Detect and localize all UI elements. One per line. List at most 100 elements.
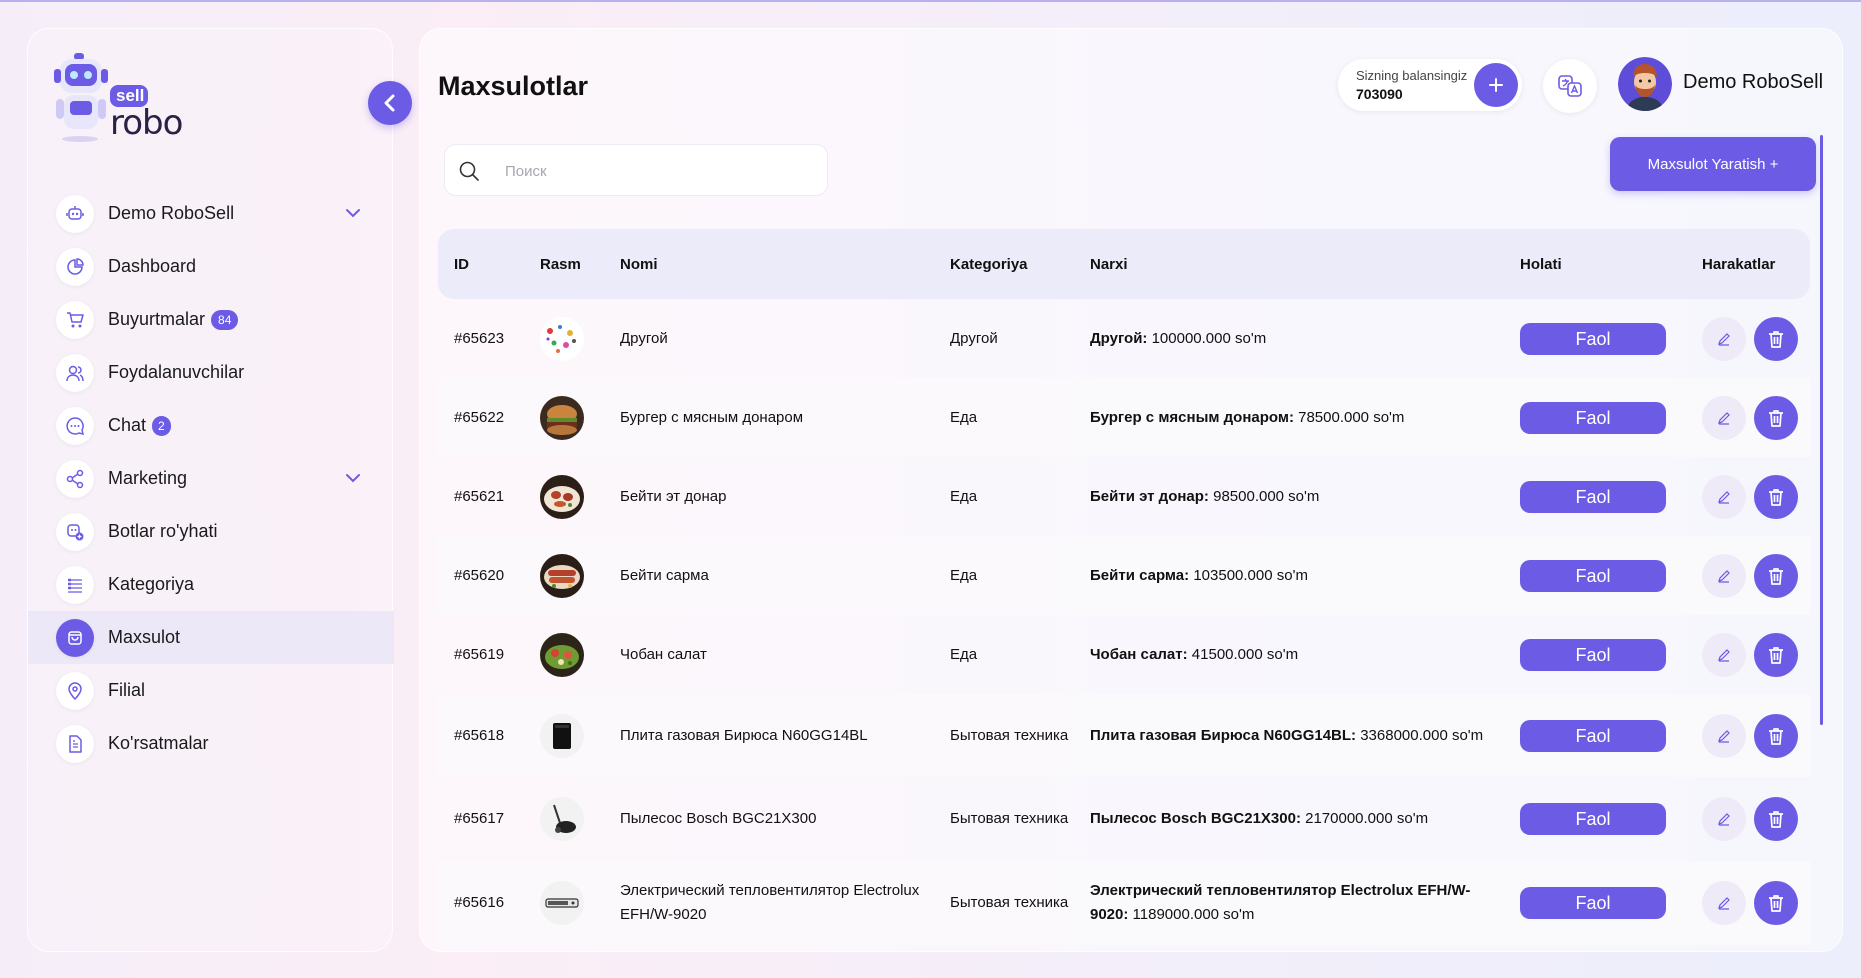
sidebar-item-korsatmalar[interactable]: Ko'rsatmalar xyxy=(28,717,394,770)
status-badge[interactable]: Faol xyxy=(1520,559,1666,592)
row-actions xyxy=(1702,553,1810,598)
product-image[interactable] xyxy=(540,881,584,925)
delete-button[interactable] xyxy=(1754,474,1798,519)
product-image[interactable] xyxy=(540,395,584,440)
table-row[interactable]: #65620 Бейти сарма Еда Бейти сарма: 1035… xyxy=(438,536,1810,615)
product-category: Бытовая техника xyxy=(934,694,1074,777)
column-header-price[interactable]: Narxi xyxy=(1074,229,1504,299)
column-header-name[interactable]: Nomi xyxy=(604,229,934,299)
product-category: Бытовая техника xyxy=(934,861,1074,945)
table-row[interactable]: #65619 Чобан салат Еда Чобан салат: 4150… xyxy=(438,615,1810,694)
product-price: Бургер с мясным донаром: 78500.000 so'm xyxy=(1074,378,1504,457)
table-row[interactable]: #65616 Электрический тепловентилятор Ele… xyxy=(438,861,1810,945)
product-category: Еда xyxy=(934,536,1074,615)
status-badge[interactable]: Faol xyxy=(1520,803,1666,835)
product-name: Другой xyxy=(620,329,668,347)
delete-button[interactable] xyxy=(1754,881,1798,925)
chevron-down-icon[interactable] xyxy=(344,469,362,487)
sidebar-item-demo-robosell[interactable]: Demo RoboSell xyxy=(28,187,394,240)
column-header-category[interactable]: Kategoriya xyxy=(934,229,1074,299)
collapse-sidebar-button[interactable] xyxy=(368,81,412,125)
price-product-name: Плита газовая Бирюса N60GG14BL: xyxy=(1090,726,1357,744)
status-badge[interactable]: Faol xyxy=(1520,719,1666,752)
pencil-icon xyxy=(1718,813,1730,826)
delete-button[interactable] xyxy=(1754,632,1798,677)
delete-button[interactable] xyxy=(1754,395,1798,440)
scrollbar[interactable] xyxy=(1820,135,1823,725)
share-icon xyxy=(56,459,94,498)
sidebar-item-kategoriya[interactable]: Kategoriya xyxy=(28,558,394,611)
language-button[interactable] xyxy=(1543,59,1597,113)
sidebar-item-foydalanuvchilar[interactable]: Foydalanuvchilar xyxy=(28,346,394,399)
edit-button[interactable] xyxy=(1702,713,1746,758)
balance-card: Sizning balansingiz 703090 xyxy=(1338,59,1522,111)
status-badge[interactable]: Faol xyxy=(1520,401,1666,434)
edit-button[interactable] xyxy=(1702,474,1746,519)
delete-button[interactable] xyxy=(1754,316,1798,361)
table-row[interactable]: #65623 Другой Другой Другой: 100000.000 … xyxy=(438,299,1810,378)
status-badge[interactable]: Faol xyxy=(1520,322,1666,355)
delete-button[interactable] xyxy=(1754,713,1798,758)
sidebar-item-maxsulot[interactable]: Maxsulot xyxy=(28,611,394,664)
product-price: Чобан салат: 41500.000 so'm xyxy=(1074,615,1504,694)
table-row[interactable]: #65622 Бургер с мясным донаром Еда Бурге… xyxy=(438,378,1810,457)
product-price: Другой: 100000.000 so'm xyxy=(1074,299,1504,378)
sidebar-item-label: Maxsulot xyxy=(108,627,181,647)
user-name[interactable]: Demo RoboSell xyxy=(1683,71,1824,93)
status-badge[interactable]: Faol xyxy=(1520,480,1666,513)
delete-button[interactable] xyxy=(1754,553,1798,598)
sidebar-item-buyurtmalar[interactable]: Buyurtmalar 84 xyxy=(28,293,394,346)
edit-button[interactable] xyxy=(1702,632,1746,677)
status-badge[interactable]: Faol xyxy=(1520,887,1666,919)
product-image[interactable] xyxy=(540,797,584,841)
column-header-actions[interactable]: Harakatlar xyxy=(1686,229,1810,299)
sidebar-item-chat[interactable]: Chat 2 xyxy=(28,399,394,452)
product-name: Пылесос Bosch BGC21X300 xyxy=(620,810,817,827)
main-panel: Maxsulotlar Sizning balansingiz 703090 D… xyxy=(419,28,1843,952)
product-id: #65619 xyxy=(454,645,505,663)
chevron-down-icon[interactable] xyxy=(344,204,362,222)
chat-icon xyxy=(56,406,94,445)
product-image[interactable] xyxy=(540,713,584,758)
product-image[interactable] xyxy=(540,632,584,677)
column-header-id[interactable]: ID xyxy=(438,229,524,299)
table-row[interactable]: #65618 Плита газовая Бирюса N60GG14BL Бы… xyxy=(438,694,1810,777)
users-icon xyxy=(56,353,94,392)
add-balance-button[interactable] xyxy=(1474,63,1518,107)
product-id: #65620 xyxy=(438,536,524,615)
product-image[interactable] xyxy=(540,553,584,598)
top-accent-line xyxy=(0,0,1861,2)
edit-button[interactable] xyxy=(1702,797,1746,841)
price-product-name: Бейти эт донар: xyxy=(1090,487,1209,505)
location-icon xyxy=(56,671,94,710)
column-header-status[interactable]: Holati xyxy=(1504,229,1686,299)
cart-icon xyxy=(56,300,94,339)
trash-icon xyxy=(1769,409,1783,427)
pencil-icon xyxy=(1718,490,1730,504)
product-image[interactable] xyxy=(540,474,584,519)
sidebar-item-dashboard[interactable]: Dashboard xyxy=(28,240,394,293)
delete-button[interactable] xyxy=(1754,797,1798,841)
edit-button[interactable] xyxy=(1702,553,1746,598)
table-row[interactable]: #65621 Бейти эт донар Еда Бейти эт донар… xyxy=(438,457,1810,536)
edit-button[interactable] xyxy=(1702,881,1746,925)
sidebar-item-filial[interactable]: Filial xyxy=(28,664,394,717)
row-actions xyxy=(1702,797,1810,841)
product-price: Электрический тепловентилятор Electrolux… xyxy=(1074,861,1504,945)
sidebar-item-marketing[interactable]: Marketing xyxy=(28,452,394,505)
create-product-button[interactable]: Maxsulot Yaratish + xyxy=(1610,137,1816,191)
product-name: Бейти эт донар xyxy=(620,487,727,505)
sidebar-item-label: Filial xyxy=(108,680,146,700)
logo[interactable]: sell robo xyxy=(52,51,202,146)
column-header-image[interactable]: Rasm xyxy=(524,229,604,299)
edit-button[interactable] xyxy=(1702,316,1746,361)
edit-button[interactable] xyxy=(1702,395,1746,440)
status-badge[interactable]: Faol xyxy=(1520,638,1666,671)
table-row[interactable]: #65617 Пылесос Bosch BGC21X300 Бытовая т… xyxy=(438,777,1810,861)
product-image[interactable] xyxy=(540,316,584,361)
search-input[interactable] xyxy=(505,159,805,183)
avatar[interactable] xyxy=(1618,57,1672,111)
sidebar-item-botlar[interactable]: Botlar ro'yhati xyxy=(28,505,394,558)
pencil-icon xyxy=(1718,569,1730,583)
list-icon xyxy=(56,565,94,604)
